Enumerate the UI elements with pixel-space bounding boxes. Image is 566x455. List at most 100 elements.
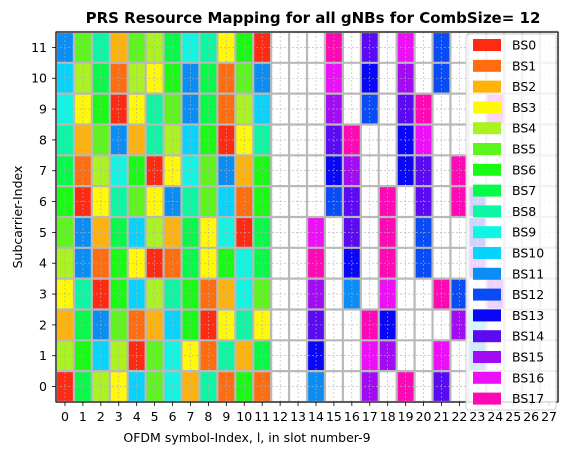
cell-bs9-l7-k11	[181, 32, 200, 63]
cell-bs6-l3-k3	[109, 278, 128, 310]
y-tick-label: 9	[39, 102, 47, 117]
y-tick-label: 3	[39, 287, 47, 302]
cell-bs11-l3-k8	[109, 124, 128, 156]
cell-bs1-l1-k7	[73, 155, 92, 187]
cell-bs7-l7-k4	[181, 247, 200, 279]
x-tick-label: 23	[469, 409, 485, 424]
cell-bs17-l22-k7	[450, 155, 469, 187]
cell-bs1-l9-k10	[217, 62, 236, 94]
cell-bs2-l9-k3	[217, 278, 236, 310]
cell-bs17-l16-k8	[342, 124, 361, 156]
cell-bs9-l7-k7	[181, 155, 200, 187]
legend-swatch	[473, 267, 501, 280]
legend-swatch	[473, 143, 501, 155]
cell-bs6-l3-k4	[109, 247, 128, 279]
cell-bs15-l16-k7	[342, 155, 361, 187]
cell-bs5-l5-k1	[145, 340, 164, 372]
legend: BS0 BS1 BS2 BS3 BS4 BS5 BS6 BS7 BS8 BS9 BS10 BS11 BS…	[465, 33, 557, 411]
x-tick-label: 6	[169, 409, 177, 424]
cell-bs15-l14-k3	[307, 278, 325, 310]
legend-swatch	[473, 371, 501, 384]
legend-label: BS14	[512, 329, 544, 344]
cell-bs0-l5-k4	[145, 247, 164, 279]
cell-bs13-l14-k1	[307, 340, 325, 372]
x-tick-label: 15	[326, 409, 342, 424]
cell-bs17-l14-k4	[307, 247, 325, 279]
legend-label: BS9	[512, 225, 536, 240]
legend-label: BS12	[512, 287, 544, 302]
cell-bs5-l1-k11	[73, 32, 92, 63]
y-tick-label: 7	[39, 163, 47, 178]
legend-swatch	[473, 80, 501, 93]
plot-frame	[55, 31, 559, 403]
y-tick-label: 10	[31, 71, 47, 86]
cell-bs6-l9-k4	[217, 247, 236, 279]
legend-swatch	[473, 101, 501, 114]
cell-bs3-l7-k1	[181, 340, 200, 372]
legend-swatch	[473, 288, 501, 301]
cell-bs8-l11-k8	[253, 124, 272, 156]
cell-bs10-l7-k8	[181, 124, 200, 156]
cell-bs3-l5-k10	[145, 62, 164, 94]
legend-label: BS3	[512, 100, 536, 115]
y-tick-label: 2	[39, 317, 47, 332]
cell-bs6-l7-k3	[181, 278, 200, 310]
cell-bs7-l11-k1	[253, 340, 272, 372]
x-tick-label: 26	[523, 409, 539, 424]
x-tick-label: 11	[254, 409, 270, 424]
cell-bs11-l16-k3	[342, 278, 361, 310]
x-tick-label: 0	[61, 409, 69, 424]
cell-bs0-l11-k11	[253, 32, 272, 63]
cell-bs5-l5-k0	[145, 371, 164, 402]
legend-label: BS1	[512, 58, 536, 73]
cell-bs8-l1-k3	[73, 278, 92, 310]
legend-label: BS11	[512, 266, 544, 281]
legend-swatch	[473, 392, 501, 405]
cell-bs7-l11-k4	[253, 247, 272, 279]
cell-bs15-l18-k1	[378, 340, 397, 372]
y-tick-label: 11	[31, 40, 47, 55]
cell-bs2-l1-k8	[73, 124, 92, 156]
legend-label: BS10	[512, 246, 544, 261]
cell-bs16-l18-k3	[378, 278, 397, 310]
cell-bs1-l11-k0	[253, 371, 272, 402]
cell-bs1-l3-k10	[109, 62, 128, 94]
cell-bs7-l1-k0	[73, 371, 92, 402]
legend-swatch	[473, 226, 501, 239]
legend-swatch	[473, 351, 501, 363]
x-tick-label: 4	[133, 409, 141, 424]
cell-bs11-l7-k10	[181, 62, 200, 94]
x-tick-label: 8	[204, 409, 212, 424]
legend-swatch	[473, 39, 501, 51]
cell-bs1-l9-k0	[217, 371, 236, 402]
cell-bs6-l11-k7	[253, 155, 272, 187]
cell-bs0-l9-k8	[217, 124, 236, 156]
y-axis-ticks: 0 1 2 3 4 5 6 7 8 9 10 11	[31, 40, 56, 394]
cell-bs8-l9-k1	[217, 340, 236, 372]
cell-bs4-l3-k1	[109, 340, 128, 372]
y-axis-label: Subcarrier-Index	[10, 166, 25, 269]
legend-label: BS7	[512, 183, 536, 198]
legend-swatch	[473, 122, 501, 135]
x-tick-label: 16	[344, 409, 360, 424]
cell-bs14-l20-k7	[414, 155, 433, 187]
legend-label: BS4	[512, 121, 536, 136]
cell-bs9-l3-k7	[109, 155, 128, 187]
cell-bs16-l20-k8	[414, 124, 433, 156]
x-tick-label: 7	[186, 409, 194, 424]
x-tick-label: 5	[151, 409, 159, 424]
legend-label: BS13	[512, 308, 544, 323]
x-tick-label: 24	[487, 409, 503, 424]
x-tick-label: 18	[380, 409, 396, 424]
x-tick-label: 3	[115, 409, 123, 424]
legend-swatch	[473, 59, 501, 72]
legend-swatch	[473, 247, 501, 259]
x-axis-ticks: 0 1 2 3 4 5 6 7 8 9 10 11 12 13 14 15 16 17 18 19 20 21 22 23 24…	[61, 402, 557, 424]
x-tick-label: 2	[97, 409, 105, 424]
cell-bs4-l1-k10	[73, 62, 92, 94]
legend-swatch	[473, 330, 501, 343]
x-tick-label: 22	[451, 409, 467, 424]
x-tick-label: 17	[362, 409, 378, 424]
x-tick-label: 21	[434, 409, 450, 424]
